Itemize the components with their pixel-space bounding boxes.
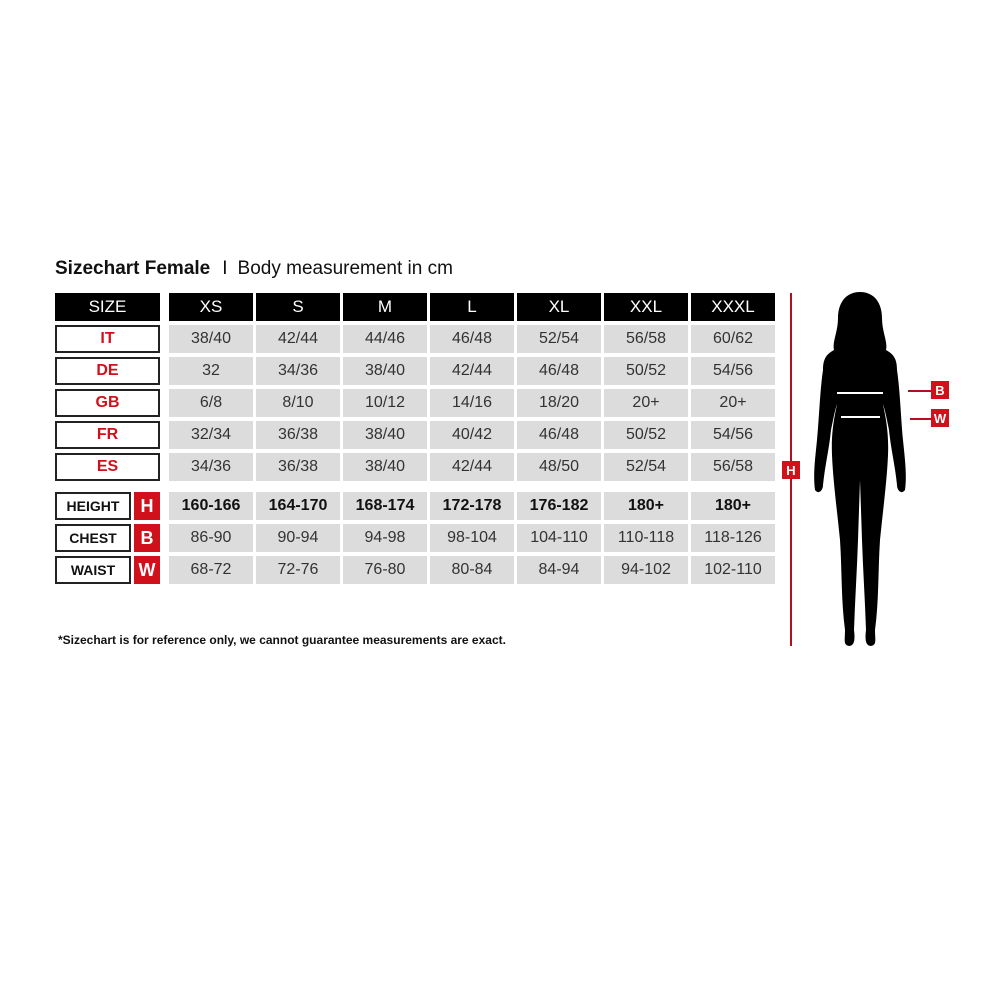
disclaimer-note: *Sizechart is for reference only, we can… [58, 633, 506, 647]
table-cell: 38/40 [343, 357, 427, 385]
table-cell: 90-94 [256, 524, 340, 552]
measure-badge: B [134, 524, 160, 552]
table-cell: 18/20 [517, 389, 601, 417]
table-cell: 56/58 [691, 453, 775, 481]
table-cell: 80-84 [430, 556, 514, 584]
table-cell: 102-110 [691, 556, 775, 584]
title-bold: Sizechart Female [55, 258, 211, 279]
table-cell: 180+ [691, 492, 775, 520]
table-cell: 36/38 [256, 453, 340, 481]
size-header-l: L [430, 293, 514, 321]
table-cell: 48/50 [517, 453, 601, 481]
table-cell: 50/52 [604, 421, 688, 449]
table-cell: 118-126 [691, 524, 775, 552]
row-label-waist: WAIST [55, 556, 131, 584]
table-cell: 42/44 [430, 357, 514, 385]
table-cell: 34/36 [169, 453, 253, 481]
table-cell: 32 [169, 357, 253, 385]
table-cell: 20+ [604, 389, 688, 417]
table-cell: 84-94 [517, 556, 601, 584]
table-cell: 86-90 [169, 524, 253, 552]
page-title: Sizechart Female I Body measurement in cm [55, 258, 453, 280]
chest-badge: B [931, 381, 949, 399]
table-cell: 8/10 [256, 389, 340, 417]
table-cell: 54/56 [691, 357, 775, 385]
table-cell: 10/12 [343, 389, 427, 417]
table-cell: 52/54 [604, 453, 688, 481]
table-cell: 38/40 [343, 453, 427, 481]
size-header-s: S [256, 293, 340, 321]
table-cell: 72-76 [256, 556, 340, 584]
row-label-de: DE [55, 357, 160, 385]
table-cell: 60/62 [691, 325, 775, 353]
female-silhouette-icon [814, 292, 906, 646]
title-subtitle: Body measurement in cm [237, 258, 453, 279]
table-cell: 176-182 [517, 492, 601, 520]
size-header-label: SIZE [55, 293, 160, 321]
table-cell: 68-72 [169, 556, 253, 584]
table-cell: 172-178 [430, 492, 514, 520]
size-header-xl: XL [517, 293, 601, 321]
table-cell: 104-110 [517, 524, 601, 552]
table-cell: 50/52 [604, 357, 688, 385]
table-cell: 76-80 [343, 556, 427, 584]
table-cell: 56/58 [604, 325, 688, 353]
table-cell: 94-102 [604, 556, 688, 584]
table-cell: 180+ [604, 492, 688, 520]
row-label-gb: GB [55, 389, 160, 417]
row-label-it: IT [55, 325, 160, 353]
table-cell: 42/44 [430, 453, 514, 481]
table-cell: 54/56 [691, 421, 775, 449]
table-cell: 46/48 [517, 421, 601, 449]
table-cell: 38/40 [343, 421, 427, 449]
table-cell: 42/44 [256, 325, 340, 353]
table-cell: 20+ [691, 389, 775, 417]
table-cell: 38/40 [169, 325, 253, 353]
table-cell: 164-170 [256, 492, 340, 520]
table-cell: 110-118 [604, 524, 688, 552]
table-cell: 36/38 [256, 421, 340, 449]
title-separator: I [222, 258, 228, 279]
waist-badge: W [931, 409, 949, 427]
table-cell: 14/16 [430, 389, 514, 417]
table-cell: 6/8 [169, 389, 253, 417]
size-header-xs: XS [169, 293, 253, 321]
row-label-chest: CHEST [55, 524, 131, 552]
size-header-xxl: XXL [604, 293, 688, 321]
table-cell: 32/34 [169, 421, 253, 449]
waist-pointer [910, 418, 932, 420]
table-cell: 52/54 [517, 325, 601, 353]
table-cell: 46/48 [517, 357, 601, 385]
table-cell: 46/48 [430, 325, 514, 353]
row-label-es: ES [55, 453, 160, 481]
chest-pointer [908, 390, 932, 392]
table-cell: 160-166 [169, 492, 253, 520]
table-cell: 168-174 [343, 492, 427, 520]
row-label-height: HEIGHT [55, 492, 131, 520]
table-cell: 98-104 [430, 524, 514, 552]
height-badge: H [782, 461, 800, 479]
measure-badge: W [134, 556, 160, 584]
row-label-fr: FR [55, 421, 160, 449]
size-header-xxxl: XXXL [691, 293, 775, 321]
table-cell: 40/42 [430, 421, 514, 449]
size-header-m: M [343, 293, 427, 321]
measure-badge: H [134, 492, 160, 520]
table-cell: 34/36 [256, 357, 340, 385]
table-cell: 94-98 [343, 524, 427, 552]
table-cell: 44/46 [343, 325, 427, 353]
